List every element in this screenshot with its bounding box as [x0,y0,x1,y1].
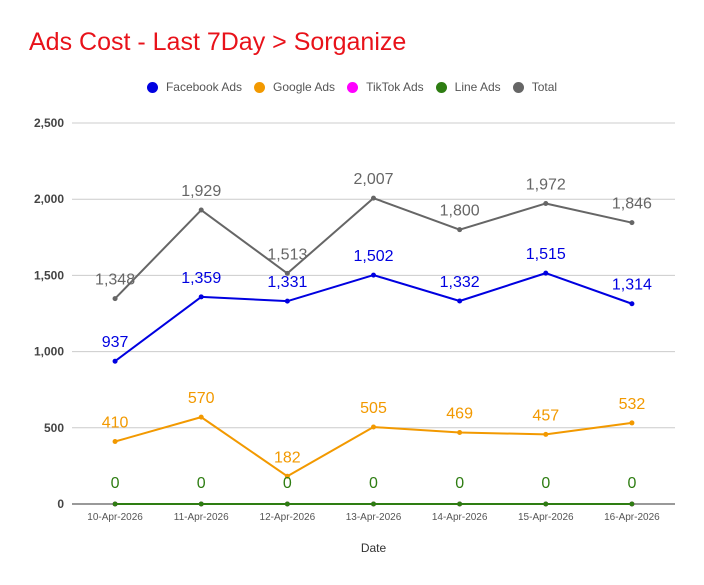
data-label: 1,513 [267,246,307,263]
data-label: 1,332 [440,274,480,291]
data-point [629,420,635,426]
data-label: 0 [369,475,378,492]
data-label: 1,846 [612,196,652,213]
legend-marker [435,81,447,93]
data-point [543,501,549,507]
y-tick-label: 0 [57,497,64,511]
data-label: 0 [111,475,120,492]
x-axis-title: Date [361,541,387,555]
data-point [284,473,290,479]
data-label: 1,314 [612,277,652,294]
data-label: 469 [446,406,473,423]
data-point [371,272,376,278]
data-point [198,294,204,300]
data-label: 0 [627,475,636,492]
data-label: 1,800 [440,203,480,220]
legend-item-facebook-ads[interactable]: Facebook Ads [146,80,243,94]
chart-title: Ads Cost - Last 7Day > Sorganize [29,28,407,56]
legend-marker [347,81,359,93]
legend-label: Line Ads [454,80,501,94]
data-point [457,501,463,507]
legend-marker [254,81,266,93]
data-point [198,501,204,507]
data-point [284,298,290,304]
data-label: 0 [541,475,550,492]
data-label: 937 [102,334,129,351]
data-point [112,501,118,507]
data-label: 410 [102,415,129,432]
x-tick-label: 12-Apr-2026 [260,512,316,523]
data-label: 0 [283,475,292,492]
data-label: 182 [274,449,301,466]
data-point [112,439,118,445]
x-tick-label: 11-Apr-2026 [174,512,229,523]
y-tick-label: 1,000 [34,345,64,359]
data-label: 1,502 [353,248,393,265]
data-point [543,431,549,437]
data-label: 0 [197,475,206,492]
data-label: 457 [532,407,559,424]
x-tick-label: 14-Apr-2026 [432,512,488,523]
x-tick-label: 13-Apr-2026 [346,512,402,523]
data-label: 532 [619,396,646,413]
y-tick-label: 2,000 [34,192,64,206]
y-tick-label: 2,500 [34,116,64,130]
x-tick-label: 10-Apr-2026 [87,512,143,523]
data-point [457,227,463,233]
legend-item-total[interactable]: Total [512,80,558,94]
legend-label: Google Ads [273,80,336,94]
data-point [371,195,376,201]
data-point [629,301,635,307]
data-point [284,501,290,507]
data-point [371,424,376,430]
data-label: 0 [455,475,464,492]
data-label: 1,359 [181,270,221,287]
data-point [112,358,118,364]
data-point [198,414,204,420]
data-label: 1,348 [95,272,135,289]
legend-label: Total [531,80,558,94]
data-point [198,207,204,213]
data-label: 570 [188,390,215,407]
data-point [629,220,635,226]
legend-marker [146,81,158,93]
data-point [543,270,549,276]
x-tick-label: 16-Apr-2026 [604,512,660,523]
data-point [457,430,463,436]
legend-label: Facebook Ads [165,80,243,94]
data-label: 1,929 [181,183,221,200]
y-tick-label: 500 [44,421,64,435]
legend-label: TikTok Ads [366,80,424,94]
data-point [284,270,290,276]
legend-item-line-ads[interactable]: Line Ads [435,80,501,94]
chart-legend: Facebook Ads Google Ads TikTok Ads Line … [0,80,704,94]
data-label: 2,007 [353,171,393,188]
data-label: 505 [360,400,387,417]
data-point [371,501,376,507]
data-label: 1,972 [526,176,566,193]
data-label: 1,515 [526,246,566,263]
data-point [112,296,118,302]
x-tick-label: 15-Apr-2026 [518,512,574,523]
data-point [457,298,463,304]
data-label: 1,331 [267,274,307,291]
data-point [543,200,549,206]
legend-marker [512,81,524,93]
legend-item-tiktok-ads[interactable]: TikTok Ads [347,80,424,94]
y-tick-label: 1,500 [34,268,64,282]
legend-item-google-ads[interactable]: Google Ads [254,80,335,94]
data-point [629,501,635,507]
